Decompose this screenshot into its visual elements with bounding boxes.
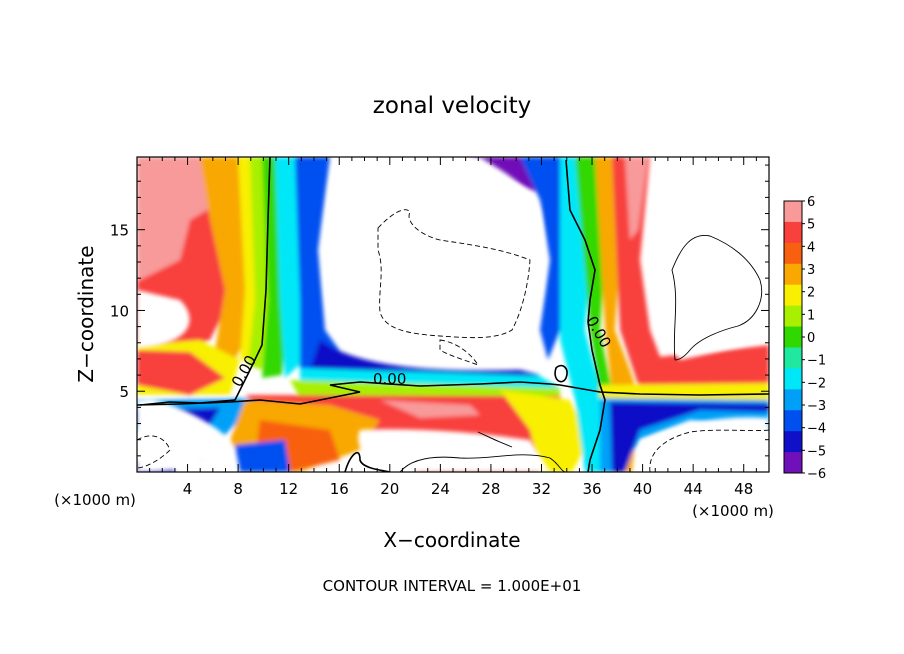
field-region (612, 157, 665, 390)
colorbar-swatch (784, 305, 802, 328)
x-tick-label: 20 (380, 480, 399, 498)
zero-contour-left (139, 157, 271, 406)
unshaded-region (137, 398, 230, 472)
colorbar-swatch (784, 452, 802, 474)
unshaded-region (358, 429, 550, 472)
field-region (137, 350, 225, 395)
colorbar-swatch (784, 368, 802, 390)
contour-lines (137, 157, 769, 472)
x-tick-label: 44 (684, 480, 703, 498)
contour-label-center: 0.00 (373, 370, 406, 388)
neg-contour-bottom-right (649, 429, 769, 472)
zero-contour-bottom (344, 451, 391, 472)
colorbar-swatch (784, 284, 802, 307)
y-axis-label: Z−coordinate (74, 245, 98, 382)
x-tick-label: 32 (532, 480, 551, 498)
neg-contour-center (377, 209, 531, 339)
colorbar: 6 5 4 3 2 1 0 −1 −2 −3 −4 −5 −6 (783, 195, 826, 482)
unshaded-region (640, 417, 769, 472)
x-unit-left: (×1000 m) (54, 491, 136, 509)
colorbar-swatch (784, 201, 802, 223)
colorbar-label: 5 (807, 218, 815, 233)
colorbar-swatch (784, 389, 802, 411)
field-region (630, 345, 769, 390)
colorbar-label: −4 (807, 422, 826, 437)
field-region (235, 440, 290, 472)
neg-contour-bottom-left (137, 435, 171, 469)
x-tick-label: 8 (233, 480, 243, 498)
colorbar-label: 6 (807, 195, 815, 210)
neg-contour-center-inner (439, 339, 480, 366)
x-axis-label: X−coordinate (383, 528, 520, 552)
x-tick-label: 28 (481, 480, 500, 498)
x-tick-label: 12 (279, 480, 298, 498)
x-tick-label: 16 (330, 480, 349, 498)
colorbar-swatch (784, 347, 802, 369)
field-region (600, 383, 769, 402)
colorbar-swatch (784, 326, 802, 348)
colorbar-swatch (784, 431, 802, 453)
x-tick-label: 40 (633, 480, 652, 498)
zero-contour-lower (137, 381, 769, 406)
colorbar-swatch (784, 263, 802, 286)
pos-contour-small (477, 431, 513, 448)
pos-contour-right (671, 235, 762, 361)
colorbar-label: −5 (807, 444, 826, 459)
colorbar-label: −1 (807, 354, 826, 369)
unshaded-region (658, 157, 769, 360)
unshaded-region (137, 290, 190, 348)
colorbar-label: −6 (807, 467, 826, 482)
field-region (520, 157, 570, 360)
contour-interval-note: CONTOUR INTERVAL = 1.000E+01 (323, 577, 582, 595)
y-tick-label: 15 (110, 222, 129, 240)
field-region (500, 390, 590, 472)
zero-contour-right (565, 159, 606, 472)
y-tick-label: 10 (110, 302, 129, 320)
colorbar-label: 0 (807, 331, 815, 346)
unshaded-region (324, 157, 544, 358)
x-unit-right: (×1000 m) (692, 502, 774, 520)
field-region (290, 380, 560, 398)
zero-contour-island (554, 364, 568, 383)
chart-title: zonal velocity (373, 93, 531, 119)
pos-contour-lower (399, 454, 566, 472)
field-region (610, 402, 769, 472)
colorbar-swatch (784, 242, 802, 265)
y-tick-label: 5 (119, 383, 129, 401)
x-tick-label: 36 (582, 480, 601, 498)
colorbar-swatch (784, 410, 802, 432)
field-region (380, 400, 480, 418)
colorbar-swatch (784, 221, 802, 244)
field-region (625, 157, 648, 240)
colorbar-label: −2 (807, 376, 826, 391)
x-tick-label: 24 (431, 480, 450, 498)
colorbar-label: 3 (807, 263, 815, 278)
field-region (560, 157, 615, 472)
x-tick-label: 48 (734, 480, 753, 498)
x-tick-label: 4 (183, 480, 193, 498)
field-region (295, 157, 345, 372)
field-region (575, 157, 632, 472)
velocity-field (137, 157, 769, 472)
colorbar-label: 1 (807, 308, 815, 323)
colorbar-label: 2 (807, 286, 815, 301)
colorbar-label: 4 (807, 240, 815, 255)
colorbar-label: −3 (807, 399, 826, 414)
